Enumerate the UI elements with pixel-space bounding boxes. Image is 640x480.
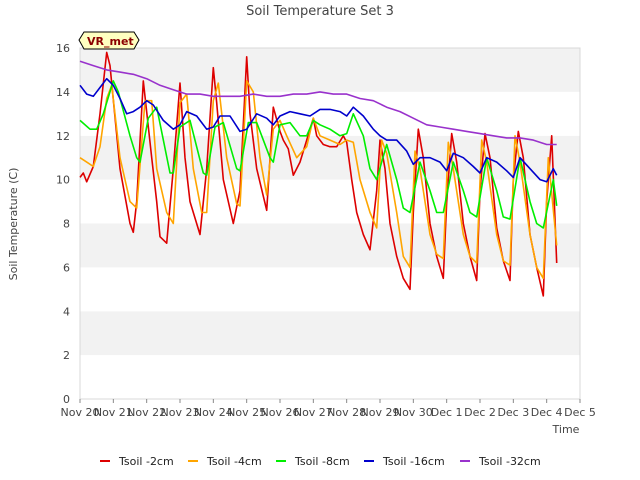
x-tick-label: Nov 28 [327, 406, 366, 419]
x-tick-label: Dec 4 [531, 406, 563, 419]
chart-title: Soil Temperature Set 3 [246, 4, 394, 19]
grid-band [80, 355, 580, 399]
x-tick-label: Dec 5 [564, 406, 596, 419]
grid-band [80, 311, 580, 356]
x-tick-label: Nov 26 [261, 406, 300, 419]
series-line-0 [79, 51, 558, 297]
y-tick-label: 16 [56, 42, 70, 55]
y-tick-label: 6 [63, 261, 70, 274]
x-tick-label: Nov 24 [194, 406, 233, 419]
legend-label: Tsoil -16cm [382, 455, 445, 468]
series-line-1 [79, 80, 558, 280]
legend: Tsoil -2cm Tsoil -4cm Tsoil -8cm Tsoil -16c… [100, 455, 541, 468]
grid-band [80, 179, 580, 224]
legend-label: Tsoil -8cm [294, 455, 350, 468]
x-tick-label: Nov 29 [361, 406, 400, 419]
x-tick-label: Nov 25 [227, 406, 266, 419]
x-tick-label: Nov 30 [394, 406, 433, 419]
y-tick-label: 8 [63, 218, 70, 231]
x-tick-label: Nov 21 [94, 406, 133, 419]
plot-border [79, 47, 581, 400]
y-tick-label: 4 [63, 305, 70, 318]
grid-band [80, 48, 580, 92]
series-line-4 [79, 60, 557, 146]
plot-area [79, 51, 558, 297]
y-axis-label: Soil Temperature (C) [7, 168, 20, 281]
series-line-3 [79, 77, 558, 183]
y-tick-label: 0 [63, 393, 70, 406]
grid-band [80, 267, 580, 312]
legend-label: Tsoil -32cm [478, 455, 541, 468]
x-tick-label: Nov 23 [161, 406, 200, 419]
x-tick-label: Dec 1 [431, 406, 463, 419]
badge-label: VR_met [87, 35, 134, 48]
y-tick-label: 10 [56, 174, 70, 187]
legend-label: Tsoil -2cm [118, 455, 174, 468]
y-tick-label: 2 [63, 349, 70, 362]
x-tick-label: Nov 20 [61, 406, 100, 419]
x-tick-label: Dec 3 [497, 406, 529, 419]
y-tick-label: 14 [56, 86, 70, 99]
x-tick-label: Nov 27 [294, 406, 333, 419]
x-tick-label: Dec 2 [464, 406, 496, 419]
badge: VR_met [78, 31, 140, 50]
y-tick-label: 12 [56, 130, 70, 143]
legend-label: Tsoil -4cm [206, 455, 262, 468]
grid-bands [79, 47, 581, 400]
y-axis-ticks: 0 2 4 6 8 10 12 14 16 [56, 42, 70, 406]
grid-band [80, 223, 580, 268]
x-tick-label: Nov 22 [127, 406, 166, 419]
x-axis-label: Time [552, 423, 580, 436]
